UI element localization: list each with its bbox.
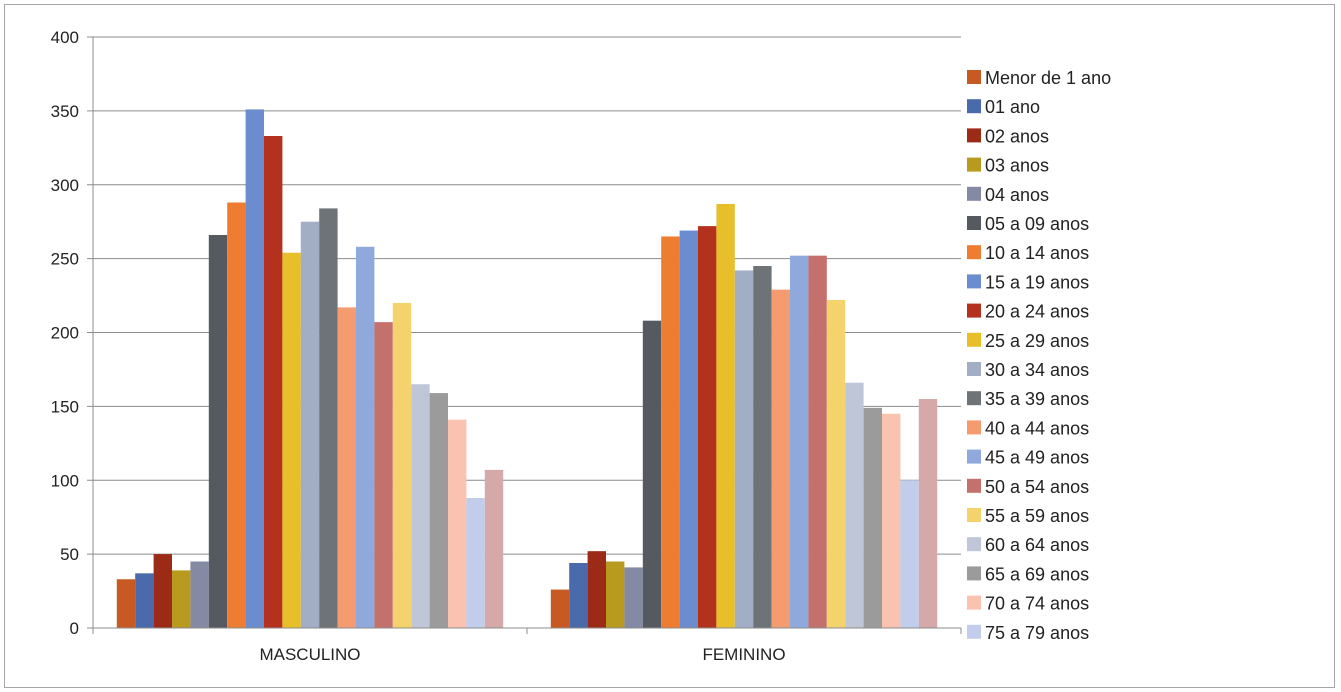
bar [264,135,283,628]
y-tick-label: 200 [51,324,79,343]
legend-swatch [967,595,981,610]
bar [337,307,356,628]
legend-label: 05 a 09 anos [985,214,1089,234]
bar [550,589,570,628]
legend-label: 75 a 79 anos [985,623,1089,643]
bar [698,226,717,628]
legend-swatch [967,420,981,435]
legend-label: 70 a 74 anos [985,594,1089,614]
y-tick-label: 300 [51,176,79,195]
bar [245,109,264,628]
legend-label: 15 a 19 anos [985,272,1089,292]
bar [466,497,485,628]
legend-swatch [967,332,981,347]
bar [227,202,246,629]
y-tick-label: 250 [51,250,79,269]
bar [882,413,901,628]
legend-label: 60 a 64 anos [985,535,1089,555]
bar [190,561,209,628]
bar [771,289,790,628]
legend-swatch [967,362,981,376]
bar [411,384,430,628]
legend-swatch [967,274,981,289]
bar [392,302,412,628]
bar [153,554,172,628]
bar [790,255,809,629]
bar [429,393,448,628]
bar [319,208,338,628]
legend-swatch [967,303,981,318]
y-tick-label: 50 [60,545,79,564]
bar [282,252,301,628]
bar [661,236,680,628]
bar [624,567,643,628]
bar [356,246,375,628]
bar [826,299,846,628]
bar [716,203,735,628]
bar [587,551,606,628]
legend-label: 65 a 69 anos [985,564,1089,584]
y-tick-label: 0 [70,619,79,638]
bar [900,480,919,628]
legend-label: 50 a 54 anos [985,477,1089,497]
bar [606,561,625,628]
bar [116,579,136,628]
chart-frame: 0 50 100 150 200 250 300 350 400 MASCULINO FEMININ… [4,4,1335,688]
bar [845,382,864,628]
legend-label: 45 a 49 anos [985,448,1089,468]
legend-label: 55 a 59 anos [985,506,1089,526]
y-tick-label: 350 [51,102,79,121]
chart-svg: 0 50 100 150 200 250 300 350 400 MASCULINO FEMININ… [51,28,1111,664]
bar [753,266,772,628]
axis-layer: 0 50 100 150 200 250 300 350 400 MASCULINO FEMININ… [51,28,962,664]
legend-swatch [967,508,981,522]
bar [208,234,228,629]
y-tick-label: 400 [51,28,79,47]
bar [300,221,320,628]
bar [374,322,393,628]
bar [679,230,698,629]
legend-label: 30 a 34 anos [985,360,1089,380]
bar [918,398,938,628]
legend-swatch [967,186,981,201]
legend-swatch [967,128,981,143]
bar [734,270,754,628]
legend-swatch [967,537,981,552]
legend-label: 03 anos [985,156,1049,176]
bars-layer [116,109,938,629]
y-tick-label: 100 [51,471,79,490]
bar [569,562,588,628]
bar [808,255,827,629]
legend-swatch [967,216,981,230]
legend-swatch [967,624,981,639]
legend-label: 01 ano [985,97,1040,117]
x-category-label: FEMININO [702,645,785,664]
bar [484,469,504,628]
legend-swatch [967,478,981,493]
bar [642,320,662,628]
bar [172,570,191,628]
legend-label: Menor de 1 ano [985,68,1111,88]
legend-label: 10 a 14 anos [985,243,1089,263]
legend-swatch [967,157,981,172]
legend-swatch [967,99,981,114]
legend-layer: Menor de 1 ano 01 ano 02 anos 03 anos 04 ano… [967,68,1111,643]
legend-swatch [967,391,981,406]
legend-swatch [967,566,981,581]
legend-swatch [967,449,981,464]
legend-swatch [967,70,981,84]
legend-swatch [967,245,981,260]
bar [135,573,154,628]
y-tick-label: 150 [51,397,79,416]
legend-label: 35 a 39 anos [985,389,1089,409]
bar [448,419,467,628]
bar [863,407,882,628]
x-category-label: MASCULINO [259,645,360,664]
legend-label: 04 anos [985,185,1049,205]
legend-label: 02 anos [985,126,1049,146]
legend-label: 40 a 44 anos [985,418,1089,438]
legend-label: 20 a 24 anos [985,302,1089,322]
legend-label: 25 a 29 anos [985,331,1089,351]
